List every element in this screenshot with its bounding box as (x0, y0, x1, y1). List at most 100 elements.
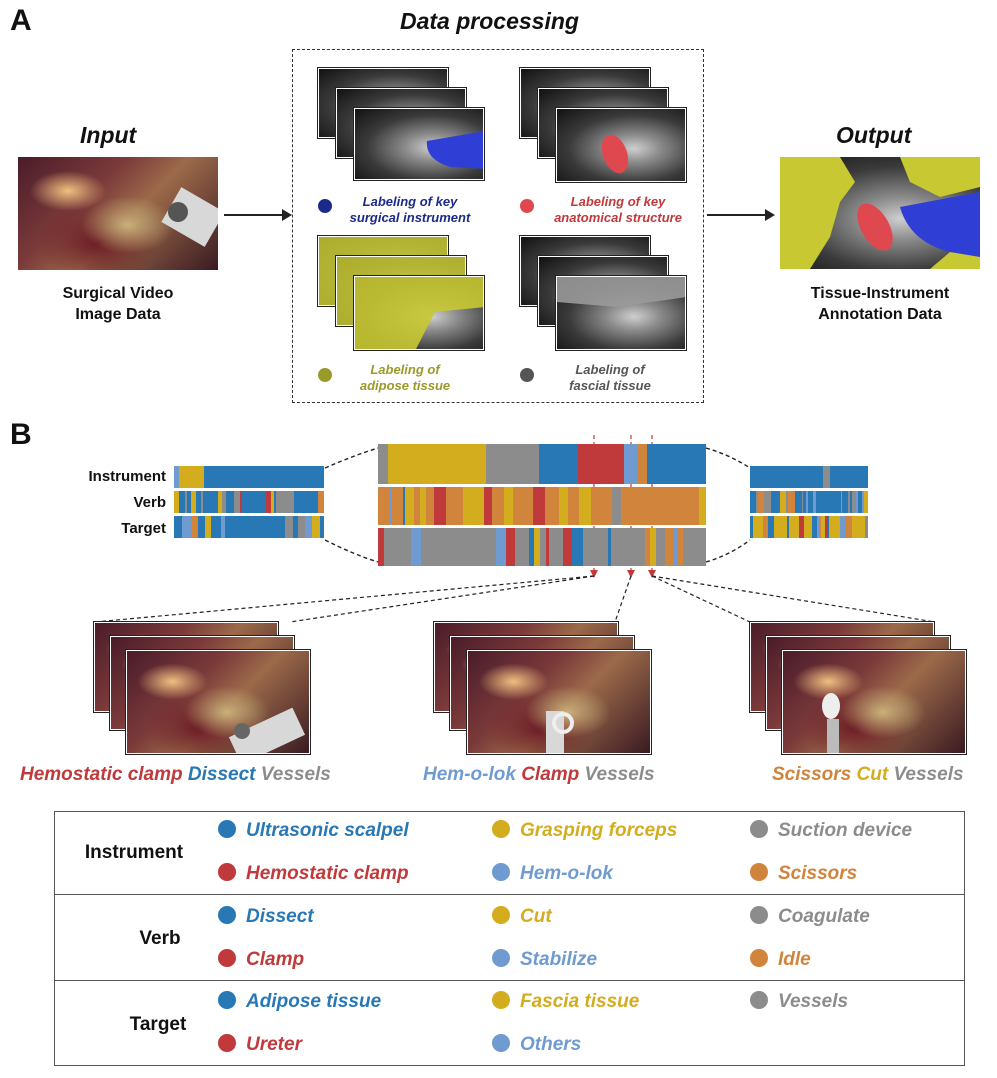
legend-item-cut: Cut (492, 906, 552, 928)
instrument-tip-icon (161, 187, 218, 247)
legend-label: Others (520, 1034, 582, 1055)
panel-b-letter: B (10, 418, 32, 451)
triplet-3-target: Vessels (893, 764, 964, 785)
legend-label: Coagulate (778, 906, 870, 927)
legend-label: Stabilize (520, 949, 598, 970)
legend-label: Ultrasonic scalpel (246, 820, 409, 841)
triplet-2-verb: Clamp (521, 764, 580, 785)
left-instrument-strip (174, 466, 324, 488)
fascial-label-line1: Labeling of (575, 362, 645, 377)
cut-dot (492, 906, 510, 924)
legend-item-hemostatic-clamp: Hemostatic clamp (218, 863, 409, 885)
anatomy-label-dot (520, 199, 534, 213)
dissect-dot (218, 906, 236, 924)
legend-divider-2 (55, 980, 964, 981)
legend-item-ureter: Ureter (218, 1034, 302, 1056)
right-instrument-strip (750, 466, 868, 488)
legend-item-vessels: Vessels (750, 991, 848, 1013)
anatomy-label-text: Labeling of key anatomical structure (538, 194, 698, 226)
legend-item-scissors: Scissors (750, 863, 857, 885)
instrument-label-text: Labeling of key surgical instrument (330, 194, 490, 226)
hem-o-lok-dot (492, 863, 510, 881)
left-target-strip (174, 516, 324, 538)
legend-category-verb: Verb (139, 928, 181, 949)
legend-item-coagulate: Coagulate (750, 906, 870, 928)
legend-label: Cut (520, 906, 552, 927)
input-caption-line1: Surgical Video (62, 285, 174, 302)
row-label-verb: Verb (133, 494, 166, 511)
suction-device-dot (750, 820, 768, 838)
output-arrow-icon (707, 209, 775, 221)
legend-item-ultrasonic-scalpel: Ultrasonic scalpel (218, 820, 409, 842)
right-verb-strip (750, 491, 868, 513)
right-target-strip (750, 516, 868, 538)
anatomy-label-line2: anatomical structure (554, 210, 682, 225)
legend-category-target: Target (129, 1014, 187, 1035)
anatomy-label-line1: Labeling of key (570, 194, 666, 209)
triplet-1: Hemostatic clamp Dissect Vessels (20, 764, 331, 786)
legend-label: Adipose tissue (246, 991, 382, 1012)
mid-verb-strip (378, 487, 706, 525)
stabilize-dot (492, 949, 510, 967)
output-caption-line2: Annotation Data (818, 306, 942, 323)
processing-box (292, 49, 704, 403)
legend-label: Suction device (778, 820, 913, 841)
legend-item-others: Others (492, 1034, 581, 1056)
instrument-label-dot (318, 199, 332, 213)
instrument-label-line2: surgical instrument (349, 210, 471, 225)
triplet-3: Scissors Cut Vessels (772, 764, 964, 786)
legend-divider-1 (55, 894, 964, 895)
legend-label: Idle (778, 949, 811, 970)
legend-item-grasping-forceps: Grasping forceps (492, 820, 677, 842)
left-verb-strip (174, 491, 324, 513)
output-caption-line1: Tissue-Instrument (810, 285, 950, 302)
legend-label: Fascia tissue (520, 991, 640, 1012)
triplet-3-instrument: Scissors (772, 764, 852, 785)
legend-item-hem-o-lok: Hem-o-lok (492, 863, 613, 885)
panel-a-letter: A (10, 4, 32, 37)
ureter-dot (218, 1034, 236, 1052)
adipose-label-dot (318, 368, 332, 382)
fascia-tissue-dot (492, 991, 510, 1009)
input-image (18, 157, 218, 270)
adipose-tissue-dot (218, 991, 236, 1009)
clamp-dot (218, 949, 236, 967)
adipose-label-line2: adipose tissue (359, 378, 451, 393)
processing-title: Data processing (400, 8, 579, 34)
legend-item-idle: Idle (750, 949, 811, 971)
row-label-target: Target (121, 520, 166, 537)
triplet-2: Hem-o-lok Clamp Vessels (423, 764, 655, 786)
legend-item-adipose-tissue: Adipose tissue (218, 991, 381, 1013)
grasping-forceps-dot (492, 820, 510, 838)
adipose-label-line1: Labeling of (370, 362, 440, 377)
legend-label: Hem-o-lok (520, 863, 613, 884)
others-dot (492, 1034, 510, 1052)
legend-label: Clamp (246, 949, 305, 970)
mid-instrument-strip (378, 444, 706, 484)
triplet-2-target: Vessels (584, 764, 655, 785)
legend-label: Scissors (778, 863, 858, 884)
input-caption: Surgical Video Image Data (18, 283, 218, 325)
hemostatic-clamp-dot (218, 863, 236, 881)
legend-label: Dissect (246, 906, 314, 927)
output-caption: Tissue-Instrument Annotation Data (780, 283, 980, 325)
triplet-1-instrument: Hemostatic clamp (20, 764, 183, 785)
legend-label: Vessels (778, 991, 849, 1012)
fascial-label-text: Labeling of fascial tissue (540, 362, 680, 394)
legend-label: Hemostatic clamp (246, 863, 409, 884)
ultrasonic-scalpel-dot (218, 820, 236, 838)
legend-label: Ureter (246, 1034, 302, 1055)
output-title: Output (836, 122, 912, 148)
fascial-label-dot (520, 368, 534, 382)
legend-item-dissect: Dissect (218, 906, 314, 928)
legend-item-clamp: Clamp (218, 949, 304, 971)
idle-dot (750, 949, 768, 967)
coagulate-dot (750, 906, 768, 924)
row-label-instrument: Instrument (88, 468, 166, 485)
triplet-1-target: Vessels (260, 764, 331, 785)
legend-item-suction-device: Suction device (750, 820, 912, 842)
fascial-label-line2: fascial tissue (569, 378, 651, 393)
vessels-dot (750, 991, 768, 1009)
legend-item-stabilize: Stabilize (492, 949, 597, 971)
legend-item-fascia-tissue: Fascia tissue (492, 991, 639, 1013)
